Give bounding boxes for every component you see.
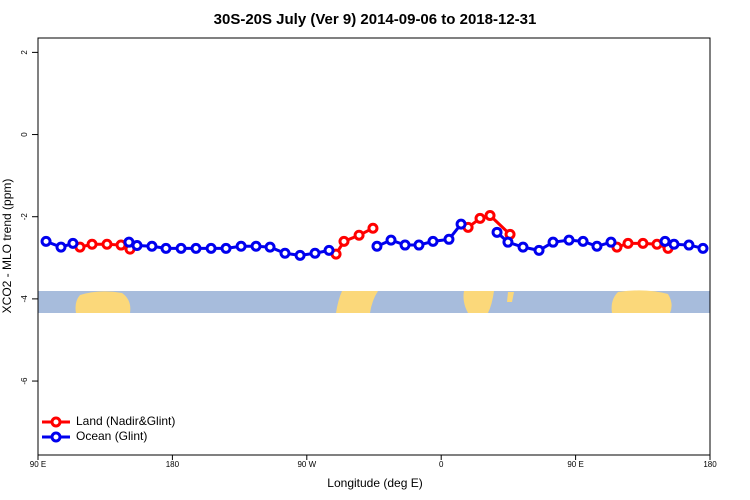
x-tick-label: 180 <box>703 460 717 469</box>
data-point <box>309 247 321 259</box>
data-point <box>338 235 350 247</box>
data-point <box>264 241 276 253</box>
y-tick-label: 0 <box>20 132 29 137</box>
land-shape <box>463 291 494 313</box>
data-point <box>190 242 202 254</box>
data-point <box>101 238 113 250</box>
data-point <box>427 235 439 247</box>
data-point <box>160 242 172 254</box>
x-axis-label: Longitude (deg E) <box>327 476 422 490</box>
data-point <box>40 235 52 247</box>
data-point <box>367 222 379 234</box>
y-tick-label: -2 <box>20 213 29 221</box>
data-point <box>668 238 680 250</box>
data-point <box>637 237 649 249</box>
x-tick-label: 90 E <box>567 460 583 469</box>
data-point <box>146 240 158 252</box>
data-point <box>455 218 467 230</box>
data-point <box>683 239 695 251</box>
data-point <box>622 237 634 249</box>
x-tick-label: 90 W <box>297 460 316 469</box>
plot-frame <box>37 37 711 456</box>
data-point <box>55 241 67 253</box>
ocean-band <box>38 291 710 313</box>
data-point <box>279 247 291 259</box>
data-point <box>484 209 496 221</box>
x-tick-label: 90 E <box>30 460 46 469</box>
land-ocean-map <box>38 290 710 313</box>
data-point <box>250 240 262 252</box>
data-point <box>605 236 617 248</box>
x-tick-label: 180 <box>166 460 180 469</box>
data-point <box>371 240 383 252</box>
data-point <box>323 244 335 256</box>
y-axis-label: XCO2 - MLO trend (ppm) <box>0 179 14 314</box>
chart-title: 30S-20S July (Ver 9) 2014-09-06 to 2018-… <box>214 11 537 28</box>
y-tick-label: -4 <box>20 295 29 303</box>
legend-marker <box>50 416 62 428</box>
legend-label: Land (Nadir&Glint) <box>76 414 175 428</box>
data-point <box>220 242 232 254</box>
land-shape <box>507 292 514 302</box>
data-point <box>502 236 514 248</box>
legend-label: Ocean (Glint) <box>76 429 147 443</box>
y-tick-label: -6 <box>20 377 29 385</box>
data-point <box>131 239 143 251</box>
x-tick-label: 0 <box>439 460 444 469</box>
data-point <box>235 240 247 252</box>
data-point <box>353 229 365 241</box>
data-point <box>205 242 217 254</box>
data-point <box>443 233 455 245</box>
data-point <box>547 236 559 248</box>
data-point <box>399 239 411 251</box>
data-point <box>86 238 98 250</box>
data-point <box>563 234 575 246</box>
data-point <box>294 249 306 261</box>
legend-marker <box>50 431 62 443</box>
data-point <box>175 242 187 254</box>
land-shape <box>75 291 131 313</box>
data-point <box>474 212 486 224</box>
data-point <box>491 226 503 238</box>
data-point <box>659 235 671 247</box>
data-point <box>577 235 589 247</box>
land-shape <box>336 291 378 313</box>
data-point <box>517 241 529 253</box>
y-tick-label: 2 <box>20 50 29 55</box>
data-point <box>67 237 79 249</box>
data-point <box>385 234 397 246</box>
data-point <box>591 240 603 252</box>
data-point <box>413 239 425 251</box>
data-point <box>533 244 545 256</box>
data-point <box>697 242 709 254</box>
land-shape <box>611 290 672 313</box>
